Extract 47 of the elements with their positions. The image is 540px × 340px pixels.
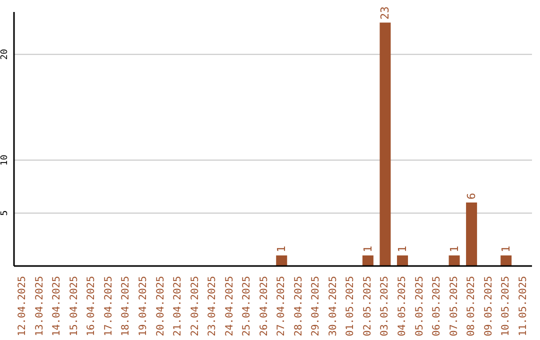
- x-tick-label: 18.04.2025: [120, 276, 132, 336]
- data-label: 1: [361, 246, 374, 252]
- bar: [380, 22, 391, 266]
- x-tick-label: 01.05.2025: [345, 276, 356, 336]
- x-tick-label: 05.05.2025: [414, 276, 426, 336]
- y-tick-label: 20: [0, 48, 10, 60]
- data-label: 23: [378, 6, 392, 20]
- x-tick-label: 19.04.2025: [138, 276, 149, 336]
- x-tick-label: 07.05.2025: [448, 276, 460, 336]
- x-tick-label: 25.04.2025: [242, 276, 253, 336]
- x-tick-label: 03.05.2025: [380, 276, 391, 336]
- x-tick-label: 26.04.2025: [258, 276, 270, 336]
- x-tick-label: 14.04.2025: [52, 276, 63, 336]
- y-tick-label: 10: [0, 154, 10, 166]
- x-tick-label: 29.04.2025: [310, 276, 322, 336]
- x-tick-label: 15.04.2025: [68, 276, 80, 336]
- x-tick-label: 08.05.2025: [466, 276, 478, 336]
- x-tick-label: 23.04.2025: [207, 276, 218, 336]
- bar: [362, 255, 374, 266]
- bar: [466, 202, 478, 266]
- x-tick-label: 24.04.2025: [224, 276, 236, 336]
- x-tick-label: 30.04.2025: [328, 276, 339, 336]
- data-label: 1: [448, 246, 461, 252]
- data-label: 1: [500, 246, 513, 252]
- bar: [500, 255, 512, 266]
- x-tick-label: 11.05.2025: [518, 276, 529, 336]
- data-label: 6: [465, 192, 478, 200]
- x-tick-label: 22.04.2025: [190, 276, 201, 336]
- x-tick-label: 02.05.2025: [362, 276, 374, 336]
- x-tick-label: 13.04.2025: [34, 276, 46, 336]
- x-tick-label: 09.05.2025: [483, 276, 494, 336]
- y-tick-label: 5: [0, 210, 10, 216]
- bar: [396, 255, 408, 266]
- x-tick-label: 16.04.2025: [86, 276, 98, 336]
- x-tick-label: 06.05.2025: [432, 276, 443, 336]
- x-tick-label: 04.05.2025: [397, 276, 408, 336]
- x-tick-label: 12.04.2025: [17, 276, 28, 336]
- data-label: 1: [275, 246, 288, 252]
- x-tick-label: 27.04.2025: [276, 276, 288, 336]
- bar: [448, 255, 460, 266]
- x-tick-label: 20.04.2025: [155, 276, 166, 336]
- x-tick-label: 28.04.2025: [293, 276, 304, 336]
- data-label: 1: [396, 246, 409, 252]
- x-tick-label: 10.05.2025: [500, 276, 512, 336]
- x-tick-label: 21.04.2025: [172, 276, 184, 336]
- x-tick-label: 17.04.2025: [103, 276, 114, 336]
- bar: [276, 255, 288, 266]
